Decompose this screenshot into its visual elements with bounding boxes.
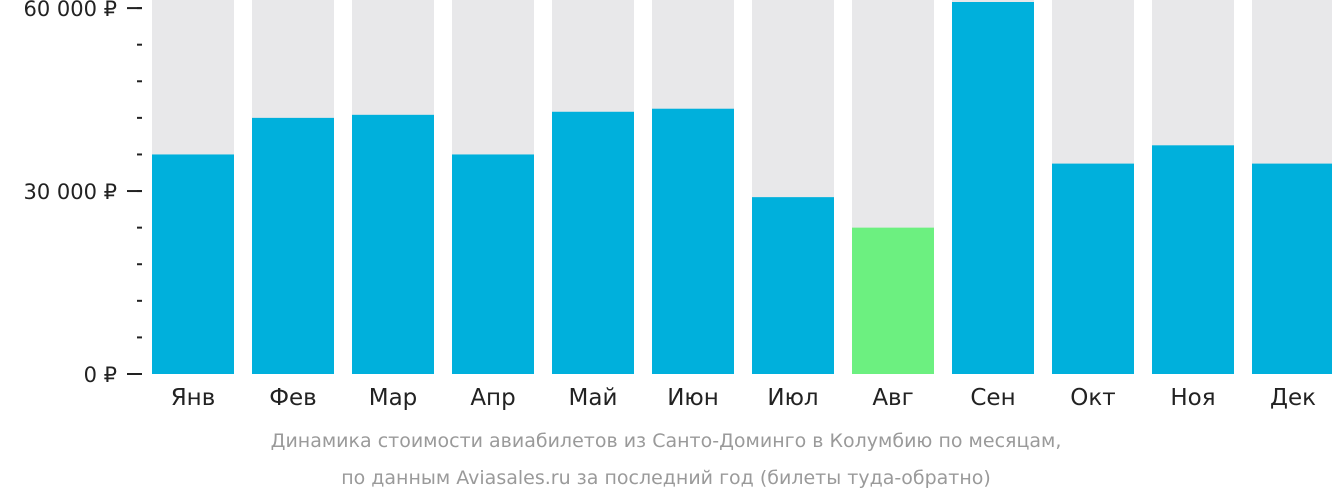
x-tick-label: Мар xyxy=(369,385,418,411)
bar-4 xyxy=(452,154,534,374)
x-tick-label: Сен xyxy=(970,385,1015,411)
x-tick-label: Авг xyxy=(872,385,913,411)
chart-caption-line-2: по данным Aviasales.ru за последний год … xyxy=(341,467,991,489)
bar-6 xyxy=(652,108,734,374)
bar-10 xyxy=(1052,163,1134,374)
bars xyxy=(152,2,1332,375)
chart-caption-line-1: Динамика стоимости авиабилетов из Санто-… xyxy=(270,430,1062,452)
bar-7 xyxy=(752,197,834,374)
price-bar-chart: 0 ₽ 30 000 ₽ 60 000 ₽ Янв Фев Мар Апр Май Июн Ию… xyxy=(23,0,1332,411)
x-tick-label: Июн xyxy=(667,385,719,411)
bar-8 xyxy=(852,227,934,374)
y-tick-label: 0 ₽ xyxy=(84,363,117,387)
bar-9 xyxy=(952,2,1034,374)
x-tick-label: Июл xyxy=(767,385,818,411)
x-tick-label: Окт xyxy=(1070,385,1115,411)
x-axis: Янв Фев Мар Апр Май Июн Июл Авг Сен Окт Ноя Дек xyxy=(171,385,1316,411)
x-tick-label: Ноя xyxy=(1170,385,1215,411)
x-tick-label: Апр xyxy=(470,385,515,411)
bar-1 xyxy=(152,154,234,374)
y-tick-label: 30 000 ₽ xyxy=(23,180,117,204)
bar-12 xyxy=(1252,163,1332,374)
y-axis: 0 ₽ 30 000 ₽ 60 000 ₽ xyxy=(23,0,142,387)
x-tick-label: Май xyxy=(569,385,618,411)
x-tick-label: Фев xyxy=(269,385,317,411)
x-tick-label: Дек xyxy=(1270,385,1316,411)
y-tick-label: 60 000 ₽ xyxy=(23,0,117,21)
bar-11 xyxy=(1152,145,1234,374)
bar-3 xyxy=(352,114,434,374)
x-tick-label: Янв xyxy=(171,385,216,411)
bar-5 xyxy=(552,111,634,374)
bar-2 xyxy=(252,117,334,375)
